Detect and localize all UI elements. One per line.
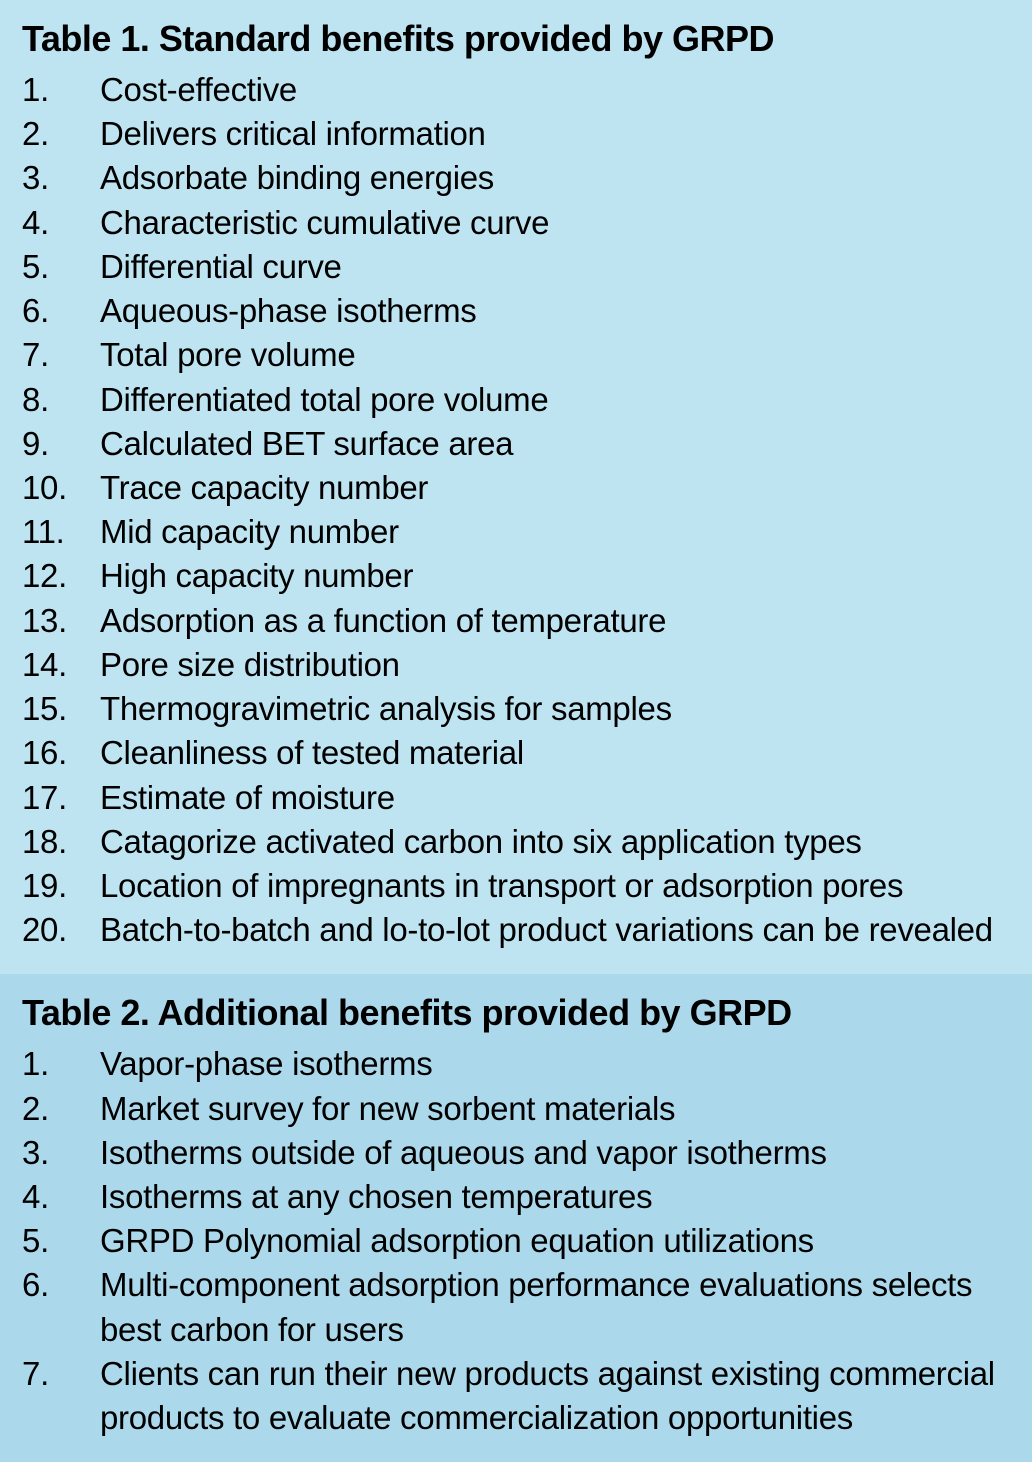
- table-2-title: Table 2. Additional benefits provided by…: [22, 992, 1010, 1034]
- list-item: Location of impregnants in transport or …: [22, 864, 1010, 908]
- table-1-section: Table 1. Standard benefits provided by G…: [0, 0, 1032, 974]
- list-item: Pore size distribution: [22, 643, 1010, 687]
- list-item: Catagorize activated carbon into six app…: [22, 820, 1010, 864]
- list-item: High capacity number: [22, 554, 1010, 598]
- table-1-title: Table 1. Standard benefits provided by G…: [22, 18, 1010, 60]
- list-item: Delivers critical information: [22, 112, 1010, 156]
- list-item: Characteristic cumulative curve: [22, 201, 1010, 245]
- list-item: Total pore volume: [22, 333, 1010, 377]
- list-item: Differential curve: [22, 245, 1010, 289]
- list-item: Mid capacity number: [22, 510, 1010, 554]
- table-1-list: Cost-effective Delivers critical informa…: [22, 68, 1010, 952]
- list-item: Cost-effective: [22, 68, 1010, 112]
- list-item: Estimate of moisture: [22, 776, 1010, 820]
- list-item: Adsorbate binding energies: [22, 156, 1010, 200]
- list-item: Batch-to-batch and lo-to-lot product var…: [22, 908, 1010, 952]
- list-item: Isotherms at any chosen temperatures: [22, 1175, 1010, 1219]
- list-item: Adsorption as a function of temperature: [22, 599, 1010, 643]
- list-item: Trace capacity number: [22, 466, 1010, 510]
- list-item: Isotherms outside of aqueous and vapor i…: [22, 1131, 1010, 1175]
- list-item: Calculated BET surface area: [22, 422, 1010, 466]
- list-item: Clients can run their new products again…: [22, 1352, 1010, 1440]
- list-item: Multi-component adsorption performance e…: [22, 1263, 1010, 1351]
- list-item: GRPD Polynomial adsorption equation util…: [22, 1219, 1010, 1263]
- table-2-section: Table 2. Additional benefits provided by…: [0, 974, 1032, 1462]
- list-item: Cleanliness of tested material: [22, 731, 1010, 775]
- list-item: Differentiated total pore volume: [22, 378, 1010, 422]
- list-item: Vapor-phase isotherms: [22, 1042, 1010, 1086]
- list-item: Market survey for new sorbent materials: [22, 1087, 1010, 1131]
- list-item: Thermogravimetric analysis for samples: [22, 687, 1010, 731]
- table-2-list: Vapor-phase isotherms Market survey for …: [22, 1042, 1010, 1440]
- list-item: Aqueous-phase isotherms: [22, 289, 1010, 333]
